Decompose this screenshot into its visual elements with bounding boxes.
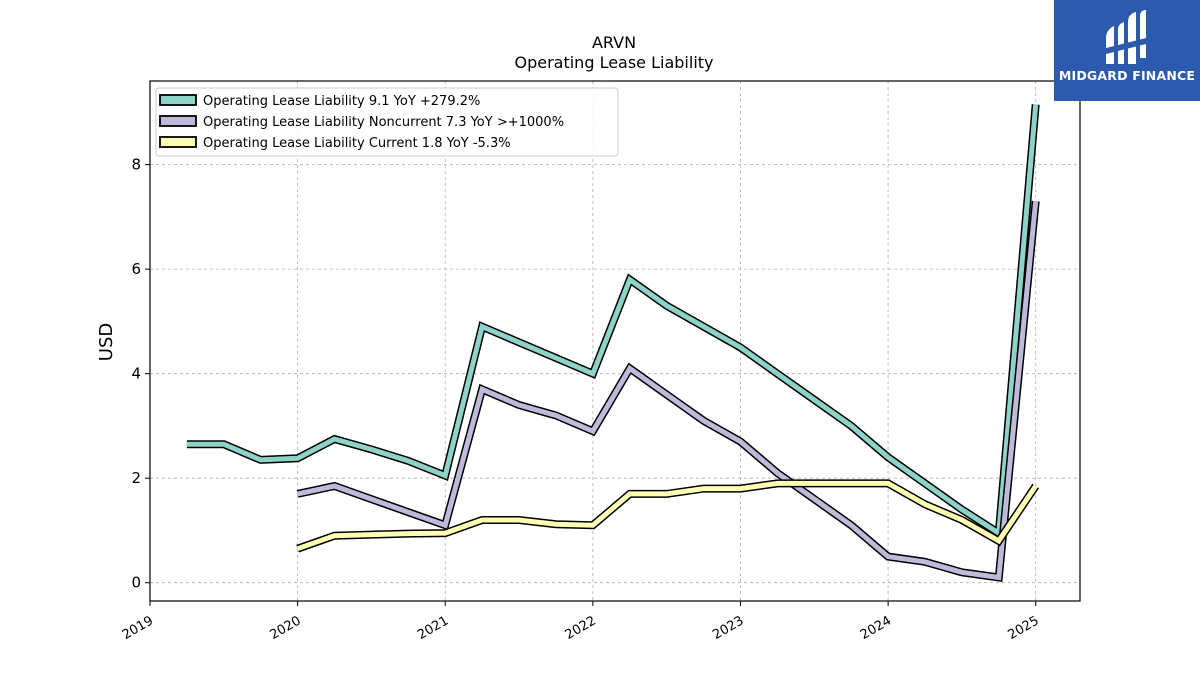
legend-box <box>155 87 619 157</box>
x-tick-label: 2021 <box>415 613 451 643</box>
grid <box>149 81 1080 601</box>
legend-entry-label: Operating Lease Liability 9.1 YoY +279.2… <box>203 94 480 109</box>
legend-swatch <box>159 94 197 106</box>
series-line-stroke <box>297 200 1039 581</box>
x-tick-label: 2025 <box>1006 613 1042 643</box>
legend: Operating Lease Liability 9.1 YoY +279.2… <box>155 87 619 157</box>
series-line-2 <box>296 200 1040 583</box>
x-tick-label: 2020 <box>267 613 303 643</box>
y-tick-label: 4 <box>131 365 141 383</box>
logo-text: MIDGARD FINANCE <box>1058 68 1196 83</box>
legend-swatch <box>159 136 197 148</box>
series-line-outline <box>296 200 1040 583</box>
x-tick-label: 2023 <box>710 613 746 643</box>
y-tick-label: 2 <box>131 469 141 487</box>
chart-subtitle: Operating Lease Liability <box>514 53 713 72</box>
legend-entry-label: Operating Lease Liability Noncurrent 7.3… <box>203 115 564 130</box>
x-tick-label: 2024 <box>858 613 894 643</box>
plot-frame <box>149 80 1081 602</box>
legend-swatch <box>159 115 197 127</box>
series-line-stroke <box>296 480 1038 552</box>
y-tick-label: 6 <box>131 260 141 278</box>
series-line-1 <box>186 104 1040 541</box>
legend-entry-label: Operating Lease Liability Current 1.8 Yo… <box>203 136 511 151</box>
axes: 0 2 4 6 8 2019 2020 2021 2022 2023 2024 2025 <box>120 156 1042 643</box>
brand-logo: MIDGARD FINANCE <box>1054 0 1200 101</box>
logo-mark-icon <box>1106 10 1146 64</box>
chart-title: ARVN <box>592 33 636 52</box>
series-line-stroke <box>186 104 1039 538</box>
y-axis-label: USD <box>96 323 117 361</box>
y-tick-label: 0 <box>131 574 141 592</box>
y-tick-label: 8 <box>131 156 141 174</box>
series-line-3 <box>296 479 1040 553</box>
series-lines <box>186 104 1040 583</box>
x-tick-label: 2019 <box>120 613 156 643</box>
x-tick-label: 2022 <box>563 613 599 643</box>
